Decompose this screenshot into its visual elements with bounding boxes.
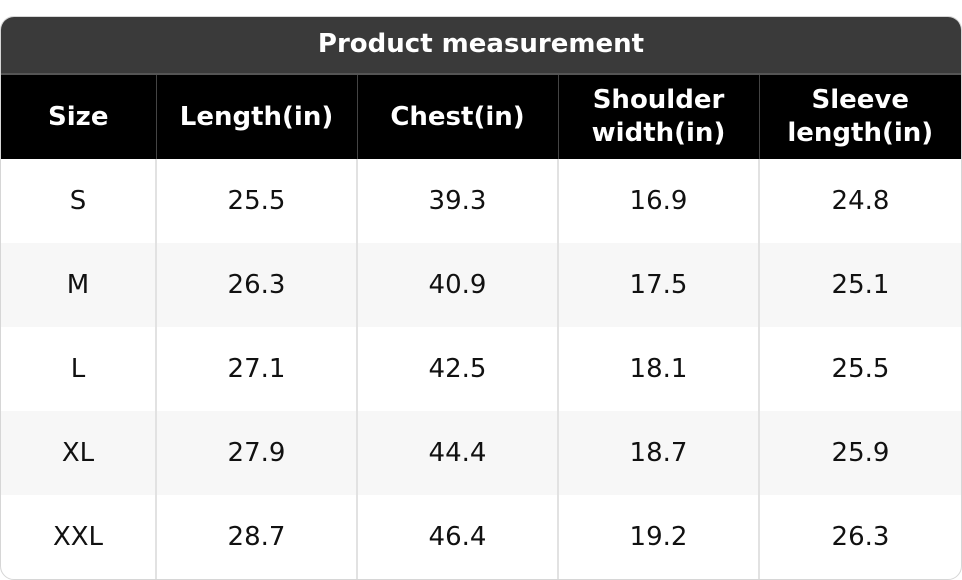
table-row: S 25.5 39.3 16.9 24.8 xyxy=(1,159,961,243)
measurement-cell: 39.3 xyxy=(356,159,558,243)
measurement-cell: 16.9 xyxy=(557,159,759,243)
column-header: Shoulder width(in) xyxy=(557,75,759,159)
measurement-cell: 17.5 xyxy=(557,243,759,327)
table-row: XXL 28.7 46.4 19.2 26.3 xyxy=(1,495,961,579)
size-cell: XL xyxy=(1,411,156,495)
table-row: XL 27.9 44.4 18.7 25.9 xyxy=(1,411,961,495)
size-cell: L xyxy=(70,354,86,384)
table-row: M 26.3 40.9 17.5 25.1 xyxy=(1,243,961,327)
measurement-cell: 25.5 xyxy=(155,159,357,243)
column-header: Size xyxy=(1,75,156,159)
measurement-cell: 26.3 xyxy=(758,495,961,579)
measurement-cell: 18.1 xyxy=(557,327,759,411)
size-cell: XXL xyxy=(52,522,104,552)
measurement-cell: 25.1 xyxy=(758,243,961,327)
measurement-card: Product measurement Size Length(in) Chest(… xyxy=(0,16,962,580)
size-cell: M xyxy=(1,243,156,327)
header-row: Size Length(in) Chest(in) Shoulder width(in… xyxy=(1,75,961,159)
table-body: S 25.5 39.3 16.9 24.8 M 26.3 40.9 17.5 25.1 L 27.1 4… xyxy=(1,159,961,579)
measurement-cell: 24.8 xyxy=(758,159,961,243)
measurement-cell: 25.9 xyxy=(758,411,961,495)
column-header: Sleeve length(in) xyxy=(758,75,961,159)
measurement-cell: 27.1 xyxy=(155,327,357,411)
measurement-cell: 40.9 xyxy=(356,243,558,327)
size-cell: S xyxy=(69,186,87,216)
column-header: Length(in) xyxy=(155,75,357,159)
table-row: L 27.1 42.5 18.1 25.5 xyxy=(1,327,961,411)
size-table: Size Length(in) Chest(in) Shoulder width(in… xyxy=(1,75,961,579)
measurement-cell: 18.7 xyxy=(557,411,759,495)
measurement-cell: 44.4 xyxy=(356,411,558,495)
measurement-cell: 46.4 xyxy=(356,495,558,579)
measurement-cell: 42.5 xyxy=(356,327,558,411)
measurement-cell: 26.3 xyxy=(155,243,357,327)
measurement-cell: 25.5 xyxy=(758,327,961,411)
column-header: Chest(in) xyxy=(356,75,558,159)
table-title: Product measurement xyxy=(1,17,961,75)
measurement-cell: 27.9 xyxy=(155,411,357,495)
measurement-cell: 19.2 xyxy=(557,495,759,579)
measurement-cell: 28.7 xyxy=(155,495,357,579)
